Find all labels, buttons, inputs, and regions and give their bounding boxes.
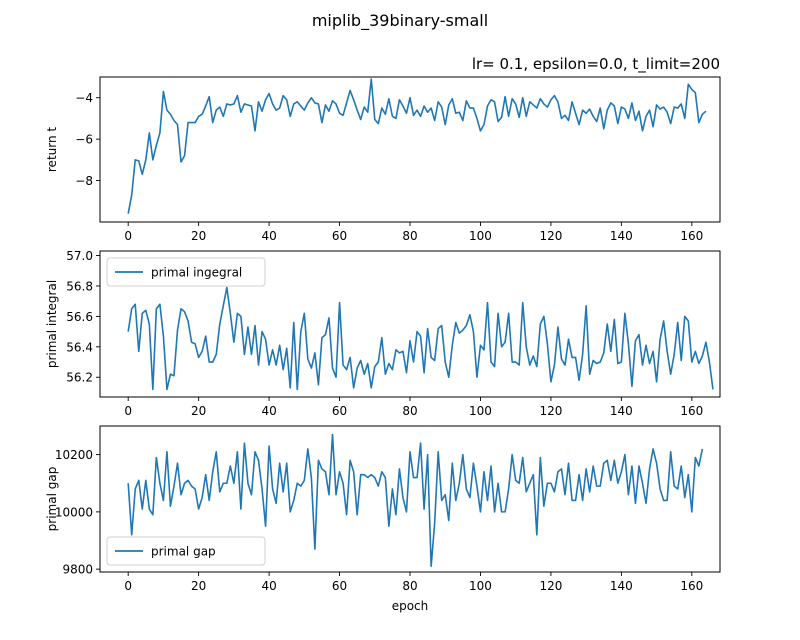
chart-2-y-tick-label: 56.4 <box>66 340 93 354</box>
chart-1-x-tick-label: 80 <box>402 229 417 243</box>
chart-3-x-tick-label: 140 <box>610 579 633 593</box>
chart-2-x-tick-label: 160 <box>680 404 703 418</box>
chart-3-series-line-1 <box>127 433 704 568</box>
chart-2-x-tick-label: 100 <box>469 404 492 418</box>
chart-2-x-tick-label: 60 <box>332 404 347 418</box>
chart-1-y-tick-label: −8 <box>75 174 93 188</box>
chart-1-y-tick-label: −6 <box>75 133 93 147</box>
chart-3-y-axis-label: primal gap <box>45 467 59 532</box>
chart-1-x-tick-label: 120 <box>539 229 562 243</box>
chart-3-x-tick-label: 120 <box>539 579 562 593</box>
chart-2-x-tick-label: 20 <box>191 404 206 418</box>
chart-1-title: lr= 0.1, epsilon=0.0, t_limit=200 <box>472 55 720 74</box>
chart-3-x-tick-label: 20 <box>191 579 206 593</box>
chart-3-x-tick-label: 100 <box>469 579 492 593</box>
chart-1-y-tick-label: −4 <box>75 91 93 105</box>
chart-2-x-tick-label: 40 <box>261 404 276 418</box>
chart-1: 0 20 40 60 80 100 120 140 160 −8 −6 −4 return t lr= 0… <box>45 55 721 243</box>
chart-3-x-tick-label: 160 <box>680 579 703 593</box>
chart-1-y-axis-label: return t <box>45 127 59 173</box>
chart-1-x-tick-label: 20 <box>191 229 206 243</box>
chart-1-x-tick-label: 40 <box>261 229 276 243</box>
chart-3-x-tick-label: 60 <box>332 579 347 593</box>
chart-2-y-tick-label: 56.8 <box>66 279 93 293</box>
figure-suptitle: miplib_39binary-small <box>312 11 488 31</box>
chart-3-x-axis-label: epoch <box>392 599 429 613</box>
chart-1-x-tick-label: 100 <box>469 229 492 243</box>
chart-2-x-tick-label: 0 <box>124 404 132 418</box>
chart-3-x-tick-label: 0 <box>124 579 132 593</box>
chart-2-x-tick-label: 80 <box>402 404 417 418</box>
chart-3-legend-label: primal gap <box>151 545 216 559</box>
chart-3-y-tick-label: 9800 <box>62 563 93 577</box>
chart-2-y-axis-label: primal integral <box>45 280 59 368</box>
chart-2-x-tick-label: 120 <box>539 404 562 418</box>
chart-3: 0 20 40 60 80 100 120 140 160 9800 10000 10200 prima… <box>45 425 721 613</box>
chart-2-series-line-1 <box>127 286 714 391</box>
chart-2-legend-label: primal ingegral <box>151 266 242 280</box>
chart-2-legend-box <box>106 257 266 287</box>
chart-2-y-tick-label: 56.6 <box>66 310 93 324</box>
chart-1-series-line-1 <box>127 78 707 214</box>
chart-1-x-tick-label: 0 <box>124 229 132 243</box>
chart-2: 0 20 40 60 80 100 120 140 160 56.2 56.4 56.6 56.8 57.… <box>45 249 721 418</box>
chart-3-legend-box <box>106 536 266 566</box>
chart-1-x-tick-label: 160 <box>680 229 703 243</box>
chart-2-y-tick-label: 57.0 <box>66 249 93 263</box>
chart-3-y-tick-label: 10000 <box>55 505 93 519</box>
chart-1-x-tick-label: 60 <box>332 229 347 243</box>
chart-2-legend: primal ingegral <box>106 257 266 287</box>
chart-2-y-tick-label: 56.2 <box>66 371 93 385</box>
chart-1-x-tick-label: 140 <box>610 229 633 243</box>
chart-3-y-tick-label: 10200 <box>55 448 93 462</box>
chart-3-legend: primal gap <box>106 536 266 566</box>
chart-2-x-tick-label: 140 <box>610 404 633 418</box>
chart-3-x-tick-label: 80 <box>402 579 417 593</box>
chart-3-x-tick-label: 40 <box>261 579 276 593</box>
